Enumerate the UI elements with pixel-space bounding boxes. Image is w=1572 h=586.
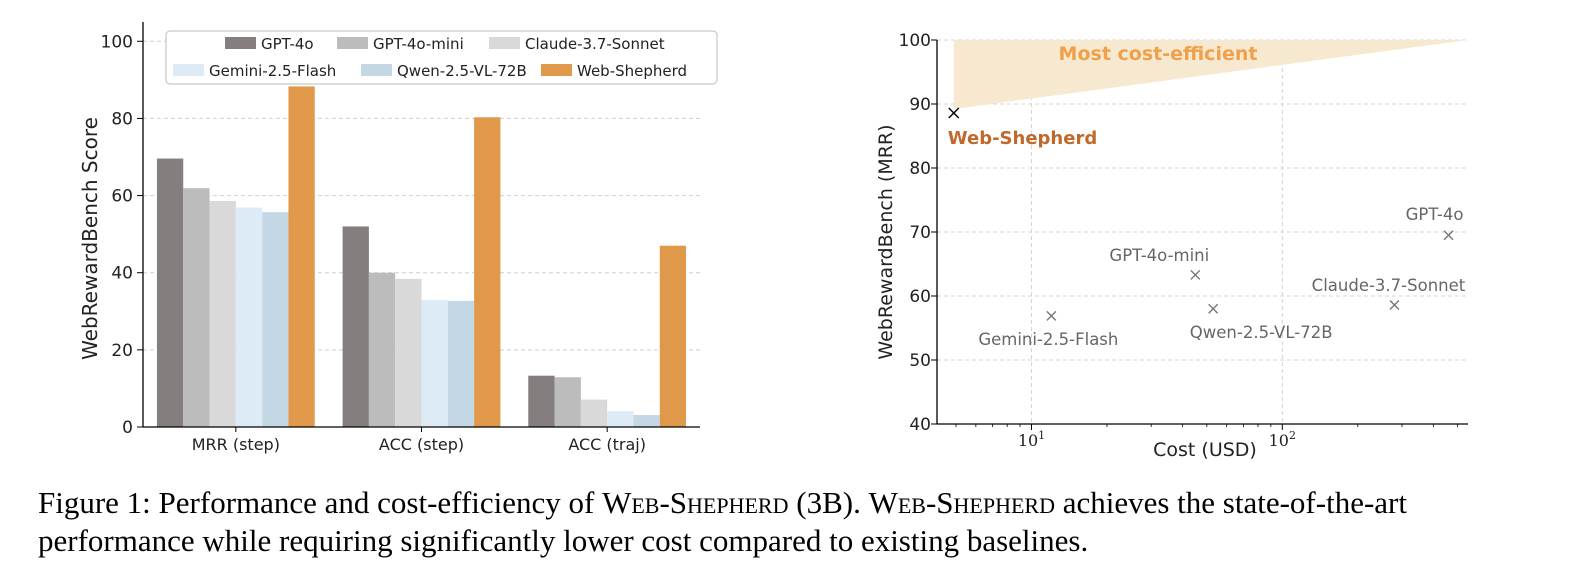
y-tick-label-80: 80 [909,159,931,179]
region-label: Most cost-efficient [1059,43,1258,65]
caption-name-2: Web-Shepherd [868,485,1055,520]
point-label-qwen-2-5-vl-72b: Qwen-2.5-VL-72B [1190,323,1333,342]
x-tick-label-mrr-step: MRR (step) [192,435,280,454]
point-label-web-shepherd: Web-Shepherd [948,128,1097,149]
point-label-claude-3-7-sonnet: Claude-3.7-Sonnet [1312,276,1466,295]
bar-gpt-4o-mrr-step [156,158,184,428]
legend-label-gpt-4o-mini: GPT-4o-mini [373,35,464,53]
y-tick-label-100: 100 [899,31,931,51]
y-tick-label-90: 90 [909,95,931,115]
bar-qwen-2-5-vl-72b-acc-step [447,300,475,427]
x-tick-label-10: 101 [1018,429,1045,450]
y-tick-label-80: 80 [111,109,133,129]
cost-efficient-region [953,40,1468,109]
legend-label-gpt-4o: GPT-4o [261,35,314,53]
bar-gpt-4o-mini-mrr-step [183,188,210,427]
point-marker-stroke [948,107,960,119]
legend-box [165,30,718,85]
y-tick-label-20: 20 [111,341,133,361]
y-tick-label-40: 40 [909,415,931,435]
x-tick-label-acc-traj: ACC (traj) [568,435,646,454]
bar-gpt-4o-mini-acc-traj [554,377,581,427]
x-tick-label-acc-step: ACC (step) [379,435,464,454]
point-label-gemini-2-5-flash: Gemini-2.5-Flash [978,330,1118,349]
legend-label-web-shepherd: Web-Shepherd [577,62,687,80]
point-label-gpt-4o-mini: GPT-4o-mini [1109,246,1209,265]
y-tick-label-50: 50 [909,351,931,371]
y-tick-label-100: 100 [101,32,133,52]
legend-swatch-gpt-4o [225,37,256,49]
y-tick-label-60: 60 [909,287,931,307]
legend-swatch-claude-3-7-sonnet [489,37,520,49]
y-axis-label: WebRewardBench Score [78,117,102,360]
bar-gemini-2-5-flash-acc-traj [607,411,634,427]
figure-caption: Figure 1: Performance and cost-efficienc… [38,484,1538,560]
scatter-chart: Most cost-efficient 101 102 40 50 60 70 80 90 100… [875,31,1468,461]
bar-web-shepherd-mrr-step [288,86,315,428]
figure: 0 20 40 60 80 100 MRR (step) ACC (step) ACC (tra… [78,22,1468,461]
y-tick-label-40: 40 [111,264,133,284]
caption-prefix: Figure 1: Performance and cost-efficienc… [38,485,603,520]
x-axis-label: Cost (USD) [1153,439,1257,461]
y-tick-label-0: 0 [122,418,133,438]
legend-label-claude-3-7-sonnet: Claude-3.7-Sonnet [525,35,665,53]
caption-mid: (3B). [788,485,869,520]
bar-gpt-4o-acc-traj [528,375,555,427]
bar-gpt-4o-mini-acc-step [368,272,396,427]
bar-gemini-2-5-flash-acc-step [421,300,448,427]
caption-rest: achieves the state-of-the-art performanc… [38,485,1407,558]
point-label-gpt-4o: GPT-4o [1406,205,1464,224]
bar-web-shepherd-acc-step [474,117,501,428]
bar-web-shepherd-acc-traj [659,245,687,427]
bar-qwen-2-5-vl-72b-acc-traj [633,415,660,427]
y-axis-label: WebRewardBench (MRR) [875,124,897,359]
point-gpt-4o-mini [1190,269,1201,280]
bar-gpt-4o-acc-step [342,226,369,427]
bar-claude-3-7-sonnet-acc-traj [580,399,608,427]
point-gpt-4o [1443,230,1454,241]
point-marker-stroke [1443,230,1454,241]
legend-swatch-gpt-4o-mini [337,37,368,49]
point-marker-stroke [1389,299,1400,310]
bar-gemini-2-5-flash-mrr-step [235,207,263,427]
legend-swatch-gemini-2-5-flash [173,64,204,76]
point-marker-stroke [1190,269,1201,280]
legend-swatch-web-shepherd [541,64,572,76]
caption-name-1: Web-Shepherd [602,485,789,520]
bar-qwen-2-5-vl-72b-mrr-step [262,212,289,427]
point-claude-3-7-sonnet [1389,299,1400,310]
x-tick-label-100: 102 [1269,429,1296,450]
point-gemini-2-5-flash [1046,310,1057,321]
bar-chart: 0 20 40 60 80 100 MRR (step) ACC (step) ACC (tra… [78,22,718,454]
point-marker-stroke [1046,310,1057,321]
legend-label-gemini-2-5-flash: Gemini-2.5-Flash [209,62,336,80]
legend: GPT-4o GPT-4o-mini Claude-3.7-Sonnet Gemini… [165,30,718,85]
point-qwen-2-5-vl-72b [1208,303,1219,314]
legend-swatch-qwen-2-5-vl-72b [361,64,392,76]
bar-claude-3-7-sonnet-acc-step [395,278,422,427]
legend-label-qwen-2-5-vl-72b: Qwen-2.5-VL-72B [397,62,527,80]
y-tick-label-60: 60 [111,187,133,207]
bar-claude-3-7-sonnet-mrr-step [209,200,236,427]
point-marker-stroke [1208,303,1219,314]
y-tick-label-70: 70 [909,223,931,243]
point-web-shepherd [948,107,960,119]
